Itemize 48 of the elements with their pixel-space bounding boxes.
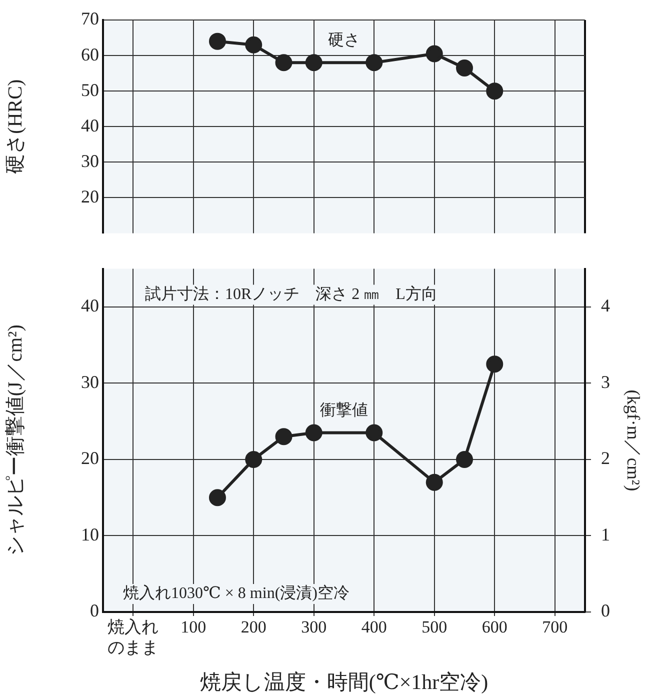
series-label: 硬さ xyxy=(328,32,360,49)
y-tick-label: 10 xyxy=(81,524,99,544)
annotation: 焼入れ1030℃ × 8 min(浸漬)空冷 xyxy=(123,584,350,602)
y-tick-label: 20 xyxy=(81,186,99,206)
point xyxy=(366,424,383,442)
x-tick-label: 焼入れのまま xyxy=(108,618,159,658)
y-tick-label: 60 xyxy=(81,44,99,64)
point xyxy=(486,356,504,373)
x-tick-label: 300 xyxy=(301,618,327,637)
y2-axis-title: (kgf·m／cm²) xyxy=(623,390,644,492)
y-tick-label: 30 xyxy=(81,372,99,392)
point xyxy=(366,54,383,72)
point xyxy=(208,32,226,50)
y-tick-label: 50 xyxy=(81,80,99,100)
y-tick-label: 40 xyxy=(81,115,99,136)
annotation: 試片寸法：10Rノッチ 深さ 2 ㎜ L方向 xyxy=(145,285,438,304)
point xyxy=(456,59,473,76)
y-tick-label: 70 xyxy=(81,8,99,29)
point xyxy=(245,450,262,468)
y-axis-title: シャルピー衝撃値(J／cm²) xyxy=(4,324,26,556)
x-tick-label: 500 xyxy=(422,618,448,637)
y2-tick-label: 1 xyxy=(601,524,610,544)
x-tick-label: 400 xyxy=(361,618,387,637)
y2-tick-label: 2 xyxy=(601,448,610,468)
x-tick-label: 700 xyxy=(542,618,568,637)
x-tick-label: 200 xyxy=(240,618,266,637)
point xyxy=(245,36,262,54)
y-tick-label: 30 xyxy=(81,150,99,171)
y-tick-label: 20 xyxy=(81,448,99,468)
series-label: 衝撃値 xyxy=(320,400,368,419)
point xyxy=(275,428,292,446)
y-tick-label: 40 xyxy=(81,296,99,316)
point xyxy=(305,424,322,442)
point xyxy=(208,489,226,506)
y-axis-title: 硬さ(HRC) xyxy=(4,79,26,174)
x-tick-label: 100 xyxy=(180,618,206,637)
x-axis-title: 焼戻し温度・時間(℃×1hr空冷) xyxy=(200,670,488,694)
y2-tick-label: 3 xyxy=(601,372,610,392)
y2-tick-label: 4 xyxy=(601,296,610,316)
y-tick-label: 0 xyxy=(90,600,99,621)
point xyxy=(305,54,322,72)
point xyxy=(426,474,443,491)
point xyxy=(426,45,443,62)
point xyxy=(275,54,292,72)
y2-tick-label: 0 xyxy=(601,600,610,621)
x-tick-label: 600 xyxy=(482,618,508,637)
point xyxy=(456,450,473,468)
point xyxy=(486,82,504,100)
